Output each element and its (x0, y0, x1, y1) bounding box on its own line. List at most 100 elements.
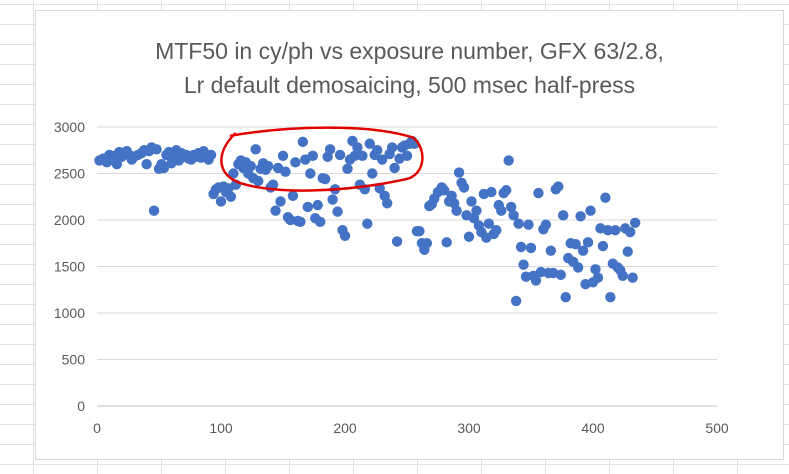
data-point (148, 205, 160, 216)
data-point (253, 175, 264, 187)
data-point (491, 225, 502, 236)
data-point (305, 168, 316, 179)
data-point (610, 225, 621, 236)
chart-title-line-1: MTF50 in cy/ph vs exposure number, GFX 6… (155, 38, 664, 64)
data-point (617, 270, 628, 281)
x-tick-label: 300 (457, 420, 481, 436)
data-point (245, 160, 256, 172)
data-point (372, 145, 383, 156)
data-point (570, 238, 581, 250)
data-point (349, 150, 361, 162)
data-point (622, 246, 633, 257)
data-point (324, 144, 336, 155)
data-point (503, 155, 514, 166)
data-point (508, 210, 519, 221)
data-point (530, 275, 542, 286)
data-point (381, 198, 393, 209)
data-point (262, 160, 274, 172)
data-point (277, 150, 289, 162)
chart-title-line-2: Lr default demosaicing, 500 msec half-pr… (183, 72, 636, 98)
data-point (250, 144, 261, 155)
x-tick-label: 0 (93, 420, 101, 436)
y-tick-label: 2500 (54, 166, 85, 182)
data-point (515, 241, 527, 253)
data-point (386, 142, 398, 153)
data-point (357, 150, 368, 162)
data-point (572, 262, 584, 273)
data-point (367, 168, 378, 179)
chart-title: MTF50 in cy/ph vs exposure number, GFX 6… (35, 34, 784, 102)
data-point (377, 154, 388, 165)
data-point (602, 225, 614, 236)
x-tick-label: 500 (705, 420, 729, 436)
data-point (141, 159, 152, 170)
data-point (215, 196, 227, 207)
data-point (540, 219, 552, 230)
data-point (627, 272, 638, 283)
data-point (290, 157, 301, 168)
x-tick-label: 100 (209, 420, 233, 436)
data-point (600, 192, 611, 203)
x-tick-label: 400 (581, 420, 605, 436)
data-point (315, 216, 326, 228)
data-point (518, 259, 529, 270)
data-point (523, 219, 534, 230)
data-point (451, 205, 462, 216)
data-point (505, 201, 517, 213)
data-point (441, 237, 452, 248)
data-point (111, 159, 123, 170)
data-point (592, 272, 604, 283)
data-point (585, 205, 596, 216)
data-point (466, 196, 477, 207)
data-point (352, 142, 363, 153)
data-point (158, 162, 170, 174)
data-point (391, 236, 403, 247)
data-point (605, 291, 616, 303)
data-point (302, 201, 313, 213)
chart-area[interactable] (35, 10, 784, 460)
y-tick-label: 500 (62, 352, 86, 368)
data-point (327, 194, 338, 205)
data-point (312, 199, 323, 211)
data-point (471, 205, 482, 216)
data-point (496, 205, 507, 216)
data-point (458, 182, 470, 193)
y-tick-label: 0 (77, 398, 85, 414)
data-point (629, 217, 641, 228)
data-point (414, 225, 425, 237)
data-point (287, 190, 299, 202)
data-point (421, 238, 433, 249)
data-point (342, 163, 353, 175)
y-tick-label: 3000 (54, 119, 85, 135)
data-point (280, 166, 291, 177)
data-point (560, 291, 571, 303)
data-point (334, 149, 346, 161)
data-point (332, 206, 343, 217)
data-point (295, 216, 306, 228)
data-point (267, 179, 279, 190)
data-point (545, 245, 557, 256)
data-point (510, 295, 522, 307)
data-point (453, 167, 465, 178)
data-point (590, 264, 601, 275)
data-point (270, 205, 281, 216)
data-point (401, 150, 413, 162)
data-point (307, 150, 318, 162)
data-point (625, 226, 636, 238)
data-point (225, 191, 237, 202)
data-point (319, 173, 331, 185)
data-point (275, 196, 286, 207)
data-point (297, 136, 309, 148)
annotation-ellipse (220, 126, 424, 192)
y-tick-label: 1500 (54, 259, 85, 275)
data-point (439, 185, 450, 196)
data-point (513, 218, 524, 229)
x-tick-label: 200 (333, 420, 357, 436)
data-point (553, 181, 564, 192)
data-point (575, 211, 586, 222)
data-point (533, 187, 544, 199)
data-point (486, 186, 497, 198)
data-point (364, 138, 375, 149)
data-point (339, 230, 351, 242)
